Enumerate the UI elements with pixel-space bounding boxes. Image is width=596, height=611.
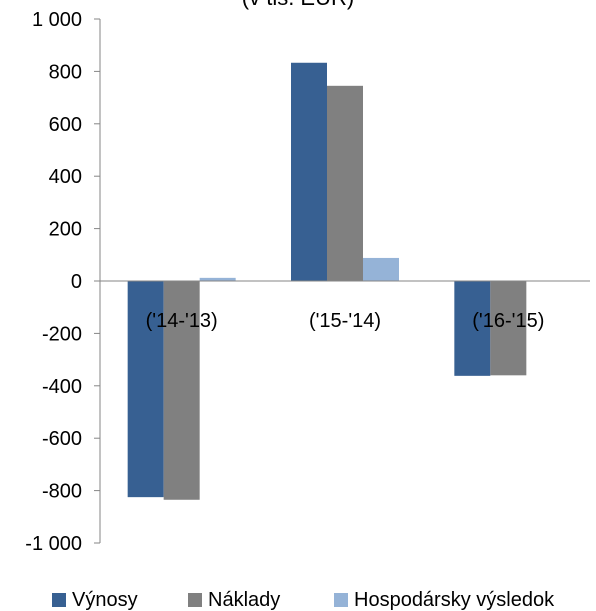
y-tick-label: 0 (71, 271, 82, 293)
bar-v-nosy (454, 281, 491, 376)
legend-item: Hospodársky výsledok (334, 589, 554, 611)
legend-item: Náklady (188, 589, 280, 611)
legend-label: Náklady (208, 589, 281, 611)
y-tick-label: 200 (49, 219, 82, 241)
y-tick-label: -800 (42, 481, 82, 503)
y-tick-label: -600 (42, 428, 82, 450)
bar-v-nosy (127, 281, 164, 498)
bar-n-klady (490, 281, 527, 376)
x-tick-label: ('16-'15) (472, 310, 544, 332)
y-tick-label: 1 000 (32, 9, 82, 31)
chart-title: (v tis. EUR) (0, 0, 596, 11)
legend-swatch (334, 593, 348, 607)
legend-label: Hospodársky výsledok (354, 589, 555, 611)
legend-swatch (52, 593, 66, 607)
y-tick-label: 800 (49, 61, 82, 83)
legend-item: Výnosy (52, 589, 138, 611)
y-tick-label: 400 (49, 166, 82, 188)
y-tick-label: 600 (49, 114, 82, 136)
x-tick-label: ('15-'14) (309, 310, 381, 332)
y-tick-label: -1 000 (25, 533, 82, 555)
plot-area: 1 000 800 600 400 200 0 -200 -400 -600 -800 -1 000… (25, 9, 590, 555)
bar-v-nosy (291, 62, 327, 282)
x-tick-label: ('14-'13) (146, 310, 218, 332)
legend-swatch (188, 593, 202, 607)
bar-n-klady (327, 85, 363, 281)
bar-hospod-rsky-v-sledok (199, 277, 236, 281)
chart-title-clip: (v tis. EUR) (0, 0, 596, 12)
y-tick-label: -200 (42, 323, 82, 345)
bar-hospod-rsky-v-sledok (363, 257, 399, 281)
legend-label: Výnosy (72, 589, 138, 611)
legend: Výnosy Náklady Hospodársky výsledok (0, 589, 596, 611)
y-tick-label: -400 (42, 376, 82, 398)
bar-n-klady (163, 281, 200, 500)
